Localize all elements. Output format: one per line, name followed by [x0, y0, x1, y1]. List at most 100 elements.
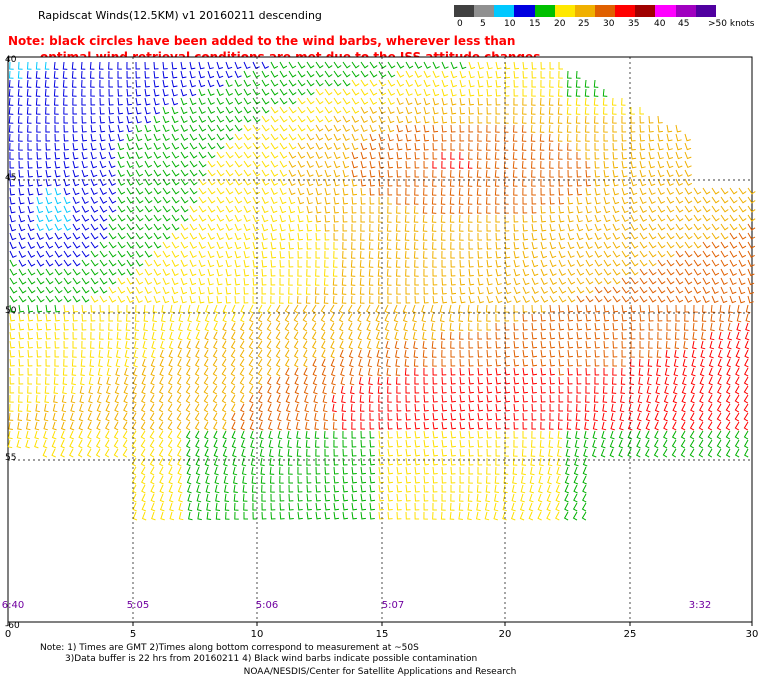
wind-barb: [627, 421, 633, 431]
wind-barb: [636, 439, 641, 449]
wind-barb: [305, 295, 311, 304]
wind-barb: [594, 232, 602, 241]
wind-barb: [384, 313, 390, 323]
wind-barb: [360, 151, 367, 160]
wind-barb: [729, 205, 738, 213]
wind-barb: [459, 70, 467, 79]
wind-barb: [477, 106, 483, 115]
wind-barb: [63, 232, 72, 240]
wind-barb: [747, 268, 755, 277]
wind-barb: [297, 97, 306, 105]
wind-barb: [396, 475, 402, 484]
wind-barb: [261, 196, 269, 204]
wind-barb: [342, 151, 350, 160]
wind-barb: [403, 340, 409, 350]
wind-barb: [602, 394, 608, 403]
wind-barb: [450, 88, 457, 97]
wind-barb: [249, 430, 255, 440]
wind-barb: [477, 125, 482, 133]
wind-barb: [530, 439, 536, 448]
wind-barb: [351, 61, 360, 69]
wind-barb: [9, 187, 15, 196]
wind-barb: [63, 160, 70, 169]
wind-barb: [159, 349, 165, 359]
wind-barb: [449, 502, 455, 511]
wind-barb: [726, 358, 732, 368]
wind-barb: [549, 88, 554, 97]
map-title: Rapidscat Winds(12.5KM) v1 20160211 desc…: [38, 9, 322, 22]
wind-barb: [450, 430, 457, 439]
wind-barb: [114, 385, 120, 395]
colorbar-label: 20: [554, 19, 566, 29]
wind-barb: [513, 340, 519, 349]
wind-barb: [621, 133, 627, 142]
wind-barb: [205, 493, 211, 503]
wind-barb: [459, 151, 464, 160]
wind-barb: [540, 430, 545, 439]
wind-barb: [467, 178, 473, 187]
wind-barb: [243, 286, 249, 295]
wind-barb: [522, 214, 528, 223]
wind-barb: [341, 403, 346, 412]
wind-barb: [162, 196, 171, 204]
wind-barb: [45, 367, 50, 376]
wind-barb: [630, 196, 638, 205]
wind-barb: [153, 214, 162, 222]
wind-barb: [162, 205, 171, 213]
wind-barb: [342, 223, 348, 232]
wind-barb: [296, 286, 302, 295]
wind-barb: [405, 412, 411, 421]
wind-barb: [576, 160, 582, 169]
wind-barb: [585, 340, 591, 349]
wind-barb: [277, 412, 282, 422]
wind-barb: [45, 223, 53, 231]
wind-barb: [108, 268, 117, 276]
wind-barb: [369, 106, 377, 114]
wind-barb: [27, 322, 34, 331]
wind-barb: [555, 493, 560, 503]
wind-barb: [450, 485, 455, 493]
wind-barb: [603, 241, 612, 249]
wind-barb: [288, 493, 294, 502]
wind-barb: [441, 268, 447, 277]
wind-barb: [594, 367, 600, 376]
wind-barb: [198, 250, 206, 259]
wind-barb: [557, 124, 563, 133]
wind-barb: [178, 511, 184, 521]
wind-barb: [657, 250, 666, 258]
wind-barb: [36, 196, 43, 205]
wind-barb: [117, 71, 122, 79]
wind-barb: [495, 421, 501, 430]
wind-barb: [285, 376, 290, 386]
wind-barb: [260, 475, 266, 484]
wind-barb: [135, 115, 142, 124]
wind-barb: [522, 403, 528, 412]
wind-barb: [234, 205, 243, 213]
wind-barb: [585, 295, 594, 303]
wind-barb: [180, 160, 189, 168]
wind-barb: [421, 304, 426, 314]
wind-barb: [27, 295, 36, 303]
wind-barb: [603, 124, 608, 133]
wind-barb: [702, 214, 711, 222]
wind-barb: [357, 340, 363, 350]
wind-barb: [342, 484, 348, 493]
wind-barb: [117, 160, 125, 169]
wind-barb: [44, 61, 50, 70]
wind-barb: [630, 349, 635, 358]
wind-barb: [331, 394, 337, 404]
wind-barb: [558, 151, 563, 160]
wind-barb: [232, 448, 237, 458]
wind-barb: [234, 88, 243, 96]
wind-barb: [486, 394, 493, 403]
wind-barb: [62, 70, 68, 79]
wind-barb: [63, 196, 71, 205]
wind-barb: [567, 340, 574, 349]
wind-barb: [90, 268, 99, 276]
wind-barb: [239, 367, 245, 377]
wind-barb: [684, 223, 693, 231]
wind-barb: [575, 70, 581, 79]
wind-barb: [36, 250, 45, 258]
wind-barb: [117, 97, 123, 106]
wind-barb: [270, 79, 279, 87]
